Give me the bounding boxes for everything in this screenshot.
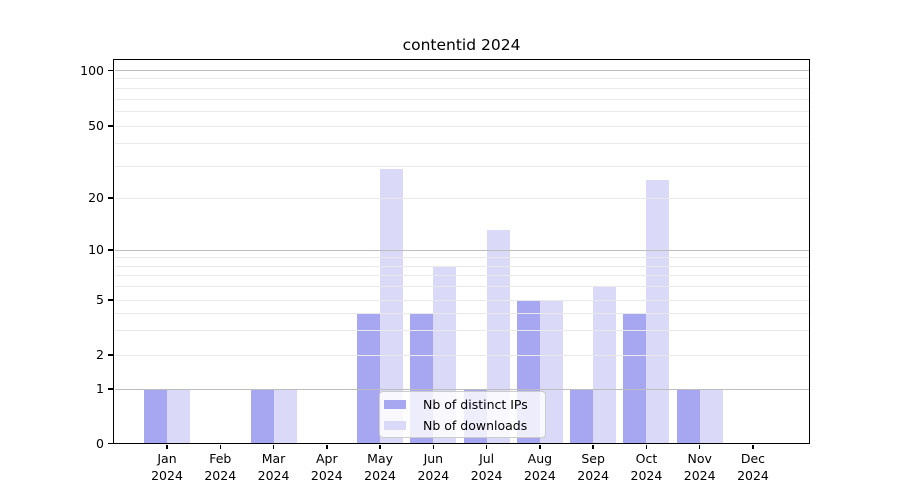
bar-downloads-jul bbox=[486, 230, 510, 444]
x-tick bbox=[752, 444, 754, 449]
y-gridline-major bbox=[114, 70, 809, 71]
bar-downloads-jan bbox=[167, 389, 190, 444]
x-tick-label-apr: Apr 2024 bbox=[310, 451, 343, 483]
x-tick bbox=[432, 444, 435, 449]
y-tick bbox=[108, 442, 113, 445]
y-tick bbox=[108, 249, 113, 251]
y-tick-label: 2 bbox=[96, 347, 104, 362]
y-gridline-minor bbox=[114, 125, 809, 127]
x-tick-label-may: May 2024 bbox=[364, 451, 396, 483]
legend-label-downloads: Nb of downloads bbox=[423, 417, 528, 433]
y-gridline-major bbox=[114, 249, 809, 251]
x-tick bbox=[166, 444, 168, 449]
y-gridline-minor bbox=[114, 257, 809, 259]
x-tick-label-oct: Oct 2024 bbox=[630, 451, 663, 483]
bar-distinct-ips-mar bbox=[250, 389, 274, 444]
x-tick-label-jan: Jan 2024 bbox=[151, 451, 183, 483]
bar-distinct-ips-sep bbox=[570, 389, 594, 444]
legend-entry-distinct-ips: Nb of distinct IPs bbox=[384, 395, 545, 413]
y-tick-label: 20 bbox=[88, 190, 104, 205]
bar-downloads-sep bbox=[593, 286, 617, 444]
legend-label-distinct-ips: Nb of distinct IPs bbox=[423, 396, 528, 412]
x-tick bbox=[539, 444, 541, 449]
x-tick bbox=[592, 444, 594, 449]
bar-distinct-ips-jan bbox=[144, 389, 167, 444]
y-tick bbox=[108, 388, 113, 390]
x-tick-label-jul: Jul 2024 bbox=[470, 451, 503, 483]
y-gridline-minor bbox=[114, 78, 809, 80]
y-gridline-minor bbox=[114, 110, 809, 112]
y-gridline-minor bbox=[114, 312, 809, 314]
y-tick-label: 100 bbox=[80, 62, 104, 78]
bar-distinct-ips-nov bbox=[676, 389, 700, 444]
y-tick-label: 0 bbox=[96, 435, 104, 451]
x-tick-label-nov: Nov 2024 bbox=[683, 451, 716, 483]
x-tick-label-jun: Jun 2024 bbox=[417, 451, 450, 483]
y-gridline-minor bbox=[114, 143, 809, 145]
y-gridline-minor bbox=[114, 330, 809, 332]
y-gridline-minor bbox=[114, 87, 809, 89]
x-tick-label-sep: Sep 2024 bbox=[577, 451, 610, 483]
y-tick bbox=[108, 197, 113, 199]
x-tick bbox=[645, 444, 648, 449]
y-gridline-minor bbox=[114, 275, 809, 277]
y-tick-label: 50 bbox=[88, 118, 104, 133]
x-tick-label-dec: Dec 2024 bbox=[737, 451, 769, 483]
legend: Nb of distinct IPs Nb of downloads bbox=[379, 391, 546, 438]
x-tick-label-aug: Aug 2024 bbox=[523, 451, 556, 483]
bar-downloads-nov bbox=[699, 389, 723, 444]
y-gridline-minor bbox=[114, 98, 809, 100]
bar-distinct-ips-may bbox=[357, 313, 381, 444]
y-tick-label: 1 bbox=[96, 381, 104, 396]
x-tick bbox=[698, 444, 701, 449]
y-gridline-minor bbox=[114, 299, 809, 301]
legend-swatch-downloads bbox=[384, 420, 406, 430]
plot-frame bbox=[113, 59, 810, 444]
y-gridline-minor bbox=[114, 265, 809, 267]
bar-downloads-mar bbox=[273, 389, 297, 444]
x-tick bbox=[326, 444, 328, 449]
bar-downloads-may bbox=[380, 168, 404, 444]
x-tick bbox=[272, 444, 275, 449]
y-tick bbox=[108, 69, 113, 72]
x-tick-label-feb: Feb 2024 bbox=[204, 451, 237, 483]
y-tick bbox=[108, 125, 113, 127]
y-gridline-minor bbox=[114, 354, 809, 356]
x-tick bbox=[485, 444, 488, 449]
bar-distinct-ips-oct bbox=[623, 313, 647, 444]
y-tick-label: 10 bbox=[88, 242, 104, 257]
legend-entry-downloads: Nb of downloads bbox=[384, 416, 545, 434]
x-tick bbox=[219, 444, 222, 449]
bar-downloads-oct bbox=[646, 180, 670, 444]
x-tick bbox=[379, 444, 381, 449]
y-tick bbox=[108, 299, 113, 301]
y-gridline-minor bbox=[114, 286, 809, 288]
y-gridline-minor bbox=[114, 165, 809, 167]
x-tick-label-mar: Mar 2024 bbox=[257, 451, 290, 483]
legend-swatch-distinct-ips bbox=[384, 399, 406, 409]
y-gridline-minor bbox=[114, 197, 809, 199]
chart-title: contentid 2024 bbox=[402, 36, 521, 54]
y-tick bbox=[108, 354, 113, 356]
y-tick-label: 5 bbox=[96, 292, 104, 307]
